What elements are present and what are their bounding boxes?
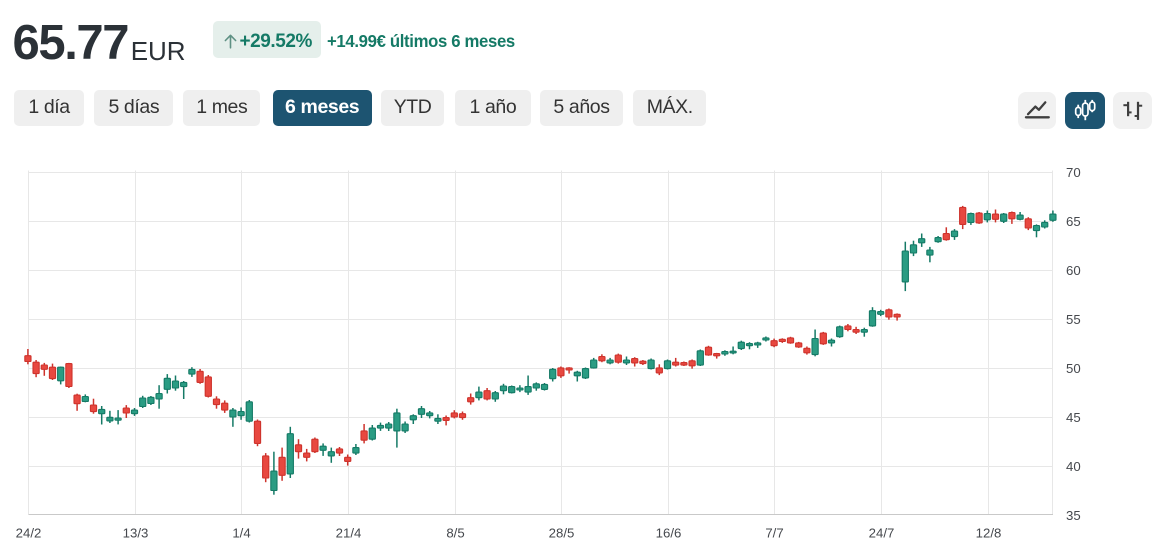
svg-text:28/5: 28/5 — [549, 526, 575, 541]
svg-text:12/8: 12/8 — [976, 526, 1002, 541]
svg-text:40: 40 — [1066, 459, 1081, 474]
svg-text:8/5: 8/5 — [446, 526, 464, 541]
svg-text:70: 70 — [1066, 165, 1081, 180]
svg-text:35: 35 — [1066, 508, 1081, 523]
svg-text:65: 65 — [1066, 214, 1081, 229]
svg-text:13/3: 13/3 — [123, 526, 149, 541]
svg-text:1/4: 1/4 — [232, 526, 250, 541]
svg-text:16/6: 16/6 — [656, 526, 682, 541]
svg-text:24/7: 24/7 — [869, 526, 895, 541]
svg-text:24/2: 24/2 — [16, 526, 42, 541]
svg-text:45: 45 — [1066, 410, 1081, 425]
svg-text:7/7: 7/7 — [765, 526, 783, 541]
svg-text:21/4: 21/4 — [336, 526, 362, 541]
svg-text:55: 55 — [1066, 312, 1081, 327]
svg-text:50: 50 — [1066, 361, 1081, 376]
svg-text:60: 60 — [1066, 263, 1081, 278]
